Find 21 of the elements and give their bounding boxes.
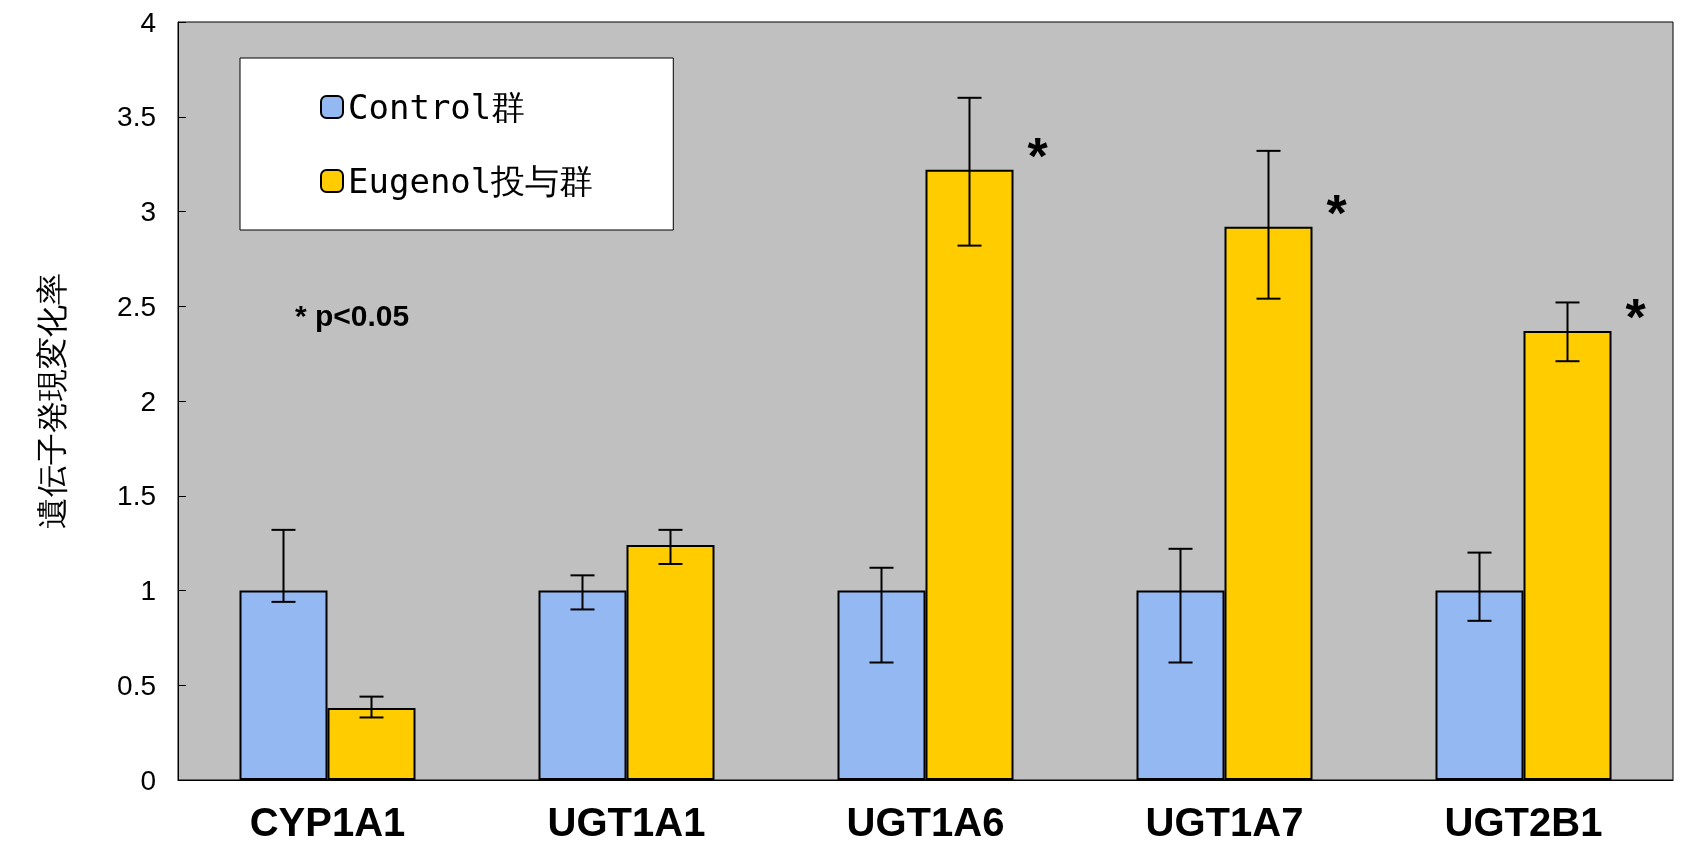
x-tick-label: UGT1A6 [846,800,1005,844]
annotation: * [1326,183,1348,242]
annotation: * [1625,287,1647,346]
y-tick-label: 3.5 [117,101,156,133]
y-tick-label: 1.5 [117,480,156,512]
legend-label: Control群 [348,87,526,127]
x-tick-label: UGT1A1 [547,800,706,844]
legend-label: Eugenol投与群 [348,161,594,201]
y-tick-label: 2.5 [117,290,156,322]
y-axis-title: 遺伝子発現変化率 [34,273,70,529]
y-tick-label: 0 [140,764,156,796]
annotation: * p<0.05 [295,298,410,332]
y-tick-label: 0.5 [117,669,156,701]
x-tick-label: UGT1A7 [1145,800,1304,844]
y-tick-label: 3 [140,196,156,227]
annotation: * [1027,126,1049,185]
y-tick-label: 2 [140,385,156,417]
x-tick-label: UGT2B1 [1444,800,1603,844]
y-tick-label: 1 [140,575,156,606]
y-tick-label: 4 [140,6,156,38]
x-tick-label: CYP1A1 [249,800,406,844]
